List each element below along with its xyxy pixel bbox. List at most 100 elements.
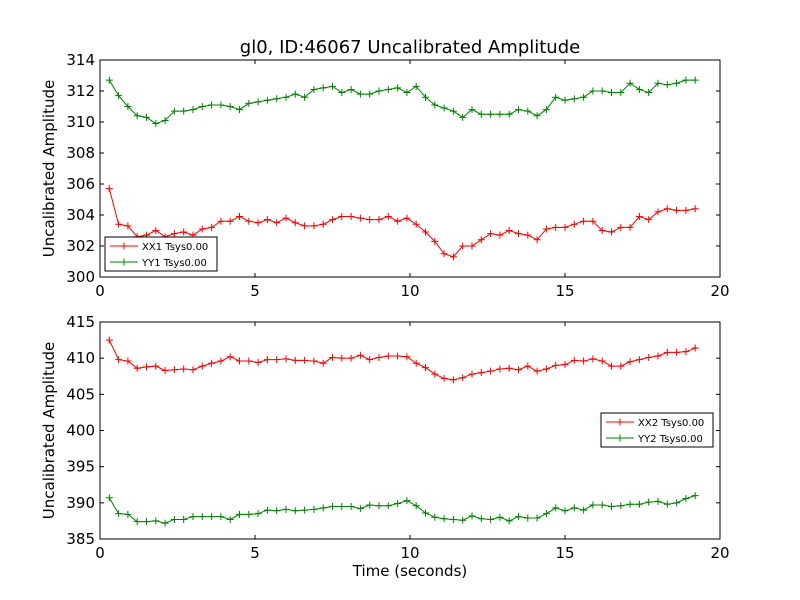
data-point-marker	[291, 356, 299, 364]
y-tick-label: 410	[66, 349, 95, 367]
data-point-marker	[635, 85, 643, 93]
data-point-marker	[682, 76, 690, 84]
y-tick-label: 405	[66, 385, 95, 403]
data-point-marker	[598, 87, 606, 95]
y-tick-label: 308	[66, 144, 95, 162]
data-point-marker	[515, 366, 522, 374]
data-point-marker	[524, 107, 532, 115]
data-point-marker	[515, 106, 522, 114]
data-point-marker	[505, 517, 513, 525]
data-point-marker	[477, 236, 485, 244]
data-point-marker	[533, 367, 541, 375]
data-point-marker	[170, 515, 178, 523]
data-point-marker	[617, 502, 625, 510]
data-point-marker	[682, 348, 690, 356]
data-point-marker	[133, 364, 141, 372]
data-point-marker	[654, 352, 662, 360]
data-point-marker	[542, 365, 550, 373]
legend-item: YY2 Tsys0.00	[606, 434, 703, 445]
data-point-marker	[356, 351, 364, 359]
x-tick-label: 10	[400, 282, 419, 300]
data-point-marker	[124, 510, 132, 518]
legend-marker	[616, 418, 624, 426]
y-tick-label: 310	[66, 113, 95, 131]
data-point-marker	[319, 220, 327, 228]
data-point-marker	[589, 217, 597, 225]
y-tick-label: 306	[66, 175, 95, 193]
data-point-marker	[347, 85, 355, 93]
legend-item: YY1 Tsys0.00	[110, 258, 207, 269]
legend: XX1 Tsys0.00 YY1 Tsys0.00	[104, 236, 218, 272]
data-point-marker	[263, 506, 271, 514]
data-point-marker	[654, 208, 662, 216]
data-point-marker	[422, 509, 429, 517]
data-point-marker	[394, 217, 402, 225]
data-point-marker	[552, 504, 560, 512]
data-point-marker	[440, 515, 448, 523]
data-point-marker	[161, 519, 169, 527]
data-point-marker	[115, 356, 123, 364]
data-point-marker	[663, 81, 671, 89]
data-point-marker	[291, 507, 299, 515]
data-point-marker	[589, 355, 597, 363]
data-point-marker	[319, 84, 327, 92]
data-point-marker	[329, 82, 336, 90]
legend-marker	[120, 258, 128, 266]
data-point-marker	[673, 499, 681, 507]
data-point-marker	[254, 219, 262, 227]
data-point-marker	[217, 357, 225, 365]
y-tick-label: 415	[66, 313, 95, 331]
y-axis-label: Uncalibrated Amplitude	[40, 80, 58, 257]
series-2-1	[105, 336, 699, 384]
series-line	[108, 188, 696, 258]
data-point-marker	[226, 353, 234, 361]
data-point-marker	[189, 366, 197, 374]
data-point-marker	[524, 362, 532, 370]
series-line	[108, 495, 696, 524]
data-point-marker	[384, 85, 392, 93]
data-point-marker	[124, 103, 132, 110]
data-point-marker	[226, 103, 234, 110]
legend-label: XX1 Tsys0.00	[142, 242, 208, 253]
y-tick-label: 385	[66, 530, 95, 548]
data-point-marker	[412, 502, 420, 510]
data-point-marker	[570, 356, 578, 364]
chart-panel-2: 0 5 10 15 20 385 390 395 400 405 410 415 Uncalibrate…	[40, 313, 730, 580]
data-point-marker	[542, 106, 550, 114]
data-point-marker	[310, 357, 318, 365]
data-point-marker	[440, 374, 448, 382]
data-point-marker	[422, 93, 429, 101]
data-point-marker	[459, 113, 467, 121]
data-point-marker	[449, 107, 457, 115]
y-axis-label: Uncalibrated Amplitude	[40, 342, 58, 519]
data-point-marker	[245, 217, 253, 225]
legend-item: XX1 Tsys0.00	[110, 242, 208, 253]
data-point-marker	[217, 217, 225, 225]
data-point-marker	[496, 365, 504, 373]
data-point-marker	[431, 101, 439, 109]
data-point-marker	[301, 93, 309, 101]
data-point-marker	[487, 110, 495, 118]
data-point-marker	[310, 505, 318, 513]
data-point-marker	[319, 359, 327, 367]
data-point-marker	[542, 225, 550, 233]
data-point-marker	[403, 214, 411, 222]
data-point-marker	[356, 214, 364, 222]
data-point-marker	[477, 369, 485, 377]
data-point-marker	[338, 354, 346, 362]
data-point-marker	[626, 358, 634, 366]
data-point-marker	[375, 353, 383, 361]
legend-marker	[120, 242, 128, 250]
data-point-marker	[282, 505, 290, 513]
data-point-marker	[180, 107, 188, 115]
legend-label: YY2 Tsys0.00	[637, 434, 703, 445]
data-point-marker	[487, 515, 495, 523]
data-point-marker	[366, 216, 374, 224]
data-point-marker	[449, 253, 457, 261]
data-point-marker	[645, 498, 653, 506]
data-point-marker	[496, 513, 504, 521]
data-point-marker	[263, 356, 271, 364]
data-point-marker	[208, 359, 216, 367]
data-point-marker	[673, 79, 681, 87]
data-point-marker	[282, 93, 290, 101]
